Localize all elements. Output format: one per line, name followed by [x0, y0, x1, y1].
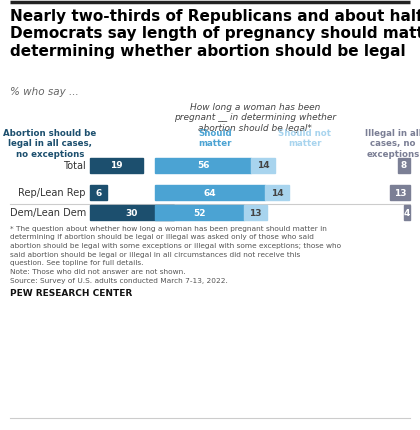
Text: 14: 14 — [271, 188, 284, 197]
Text: Note: Those who did not answer are not shown.: Note: Those who did not answer are not s… — [10, 269, 186, 275]
Text: PEW RESEARCH CENTER: PEW RESEARCH CENTER — [10, 289, 132, 298]
Text: Illegal in all
cases, no
exceptions: Illegal in all cases, no exceptions — [365, 129, 420, 158]
Text: 19: 19 — [110, 161, 123, 170]
Text: 6: 6 — [95, 188, 102, 197]
Text: % who say ...: % who say ... — [10, 87, 79, 97]
Text: Should not
matter: Should not matter — [278, 129, 331, 148]
Text: 30: 30 — [126, 208, 138, 217]
Bar — [404, 205, 410, 220]
Bar — [398, 158, 410, 173]
Text: Should
matter: Should matter — [198, 129, 232, 148]
Bar — [155, 158, 251, 173]
Text: determining if abortion should be legal or illegal was asked only of those who s: determining if abortion should be legal … — [10, 234, 314, 240]
Bar — [265, 185, 289, 200]
Bar — [90, 158, 143, 173]
Text: abortion should be legal with some exceptions or illegal with some exceptions; t: abortion should be legal with some excep… — [10, 243, 341, 249]
Text: 64: 64 — [204, 188, 216, 197]
Text: Source: Survey of U.S. adults conducted March 7-13, 2022.: Source: Survey of U.S. adults conducted … — [10, 277, 228, 283]
Text: 13: 13 — [249, 208, 262, 217]
Bar — [90, 205, 174, 220]
Text: 52: 52 — [194, 208, 206, 217]
Bar — [244, 205, 267, 220]
Text: Rep/Lean Rep: Rep/Lean Rep — [18, 187, 86, 197]
Text: question. See topline for full details.: question. See topline for full details. — [10, 259, 144, 265]
Text: 4: 4 — [404, 208, 410, 217]
Bar — [251, 158, 276, 173]
Text: How long a woman has been
pregnant __ in determining whether
abortion should be : How long a woman has been pregnant __ in… — [174, 103, 336, 132]
Text: said abortion should be legal or illegal in all circumstances did not receive th: said abortion should be legal or illegal… — [10, 251, 300, 257]
Text: 14: 14 — [257, 161, 270, 170]
Bar — [90, 185, 107, 200]
Text: 13: 13 — [394, 188, 406, 197]
Text: Nearly two-thirds of Republicans and about half of
Democrats say length of pregn: Nearly two-thirds of Republicans and abo… — [10, 9, 420, 58]
Text: * The question about whether how long a woman has been pregnant should matter in: * The question about whether how long a … — [10, 225, 327, 231]
Text: 56: 56 — [197, 161, 210, 170]
Text: Total: Total — [63, 161, 86, 171]
Bar — [155, 205, 244, 220]
Text: Abortion should be
legal in all cases,
no exceptions: Abortion should be legal in all cases, n… — [3, 129, 97, 158]
Bar — [390, 185, 410, 200]
Text: Dem/Lean Dem: Dem/Lean Dem — [10, 208, 86, 218]
Bar — [155, 185, 265, 200]
Text: 8: 8 — [401, 161, 407, 170]
